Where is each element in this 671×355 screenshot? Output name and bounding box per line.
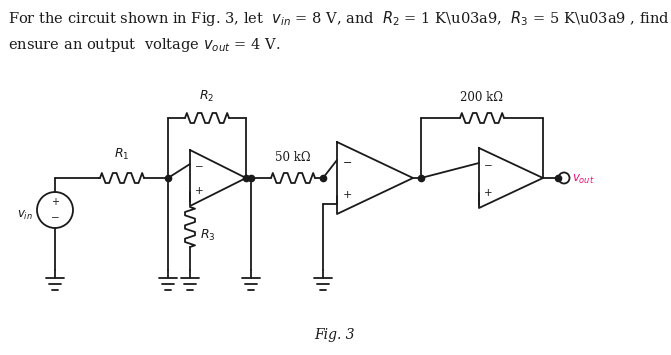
Text: For the circuit shown in Fig. 3, let  $v_{in}$ = 8 V, and  $R_2$ = 1 K\u03a9,  $: For the circuit shown in Fig. 3, let $v_… [8,9,671,27]
Text: $+$: $+$ [194,186,204,197]
Text: $-$: $-$ [483,159,493,169]
Text: ensure an output  voltage $v_{out}$ = 4 V.: ensure an output voltage $v_{out}$ = 4 V… [8,36,280,54]
Text: −: − [50,213,59,223]
Text: $R_2$: $R_2$ [199,89,215,104]
Text: $-$: $-$ [194,160,204,170]
Text: 200 kΩ: 200 kΩ [460,91,503,104]
Text: 50 kΩ: 50 kΩ [275,151,311,164]
Text: +: + [51,197,59,207]
Text: Fig. 3: Fig. 3 [315,328,356,342]
Text: $R_3$: $R_3$ [200,228,215,242]
Text: $v_{in}$: $v_{in}$ [17,208,33,222]
Text: $+$: $+$ [342,190,352,201]
Text: $+$: $+$ [483,186,493,197]
Text: $-$: $-$ [342,156,352,166]
Text: $R_1$: $R_1$ [114,147,130,162]
Text: $v_{out}$: $v_{out}$ [572,173,595,186]
